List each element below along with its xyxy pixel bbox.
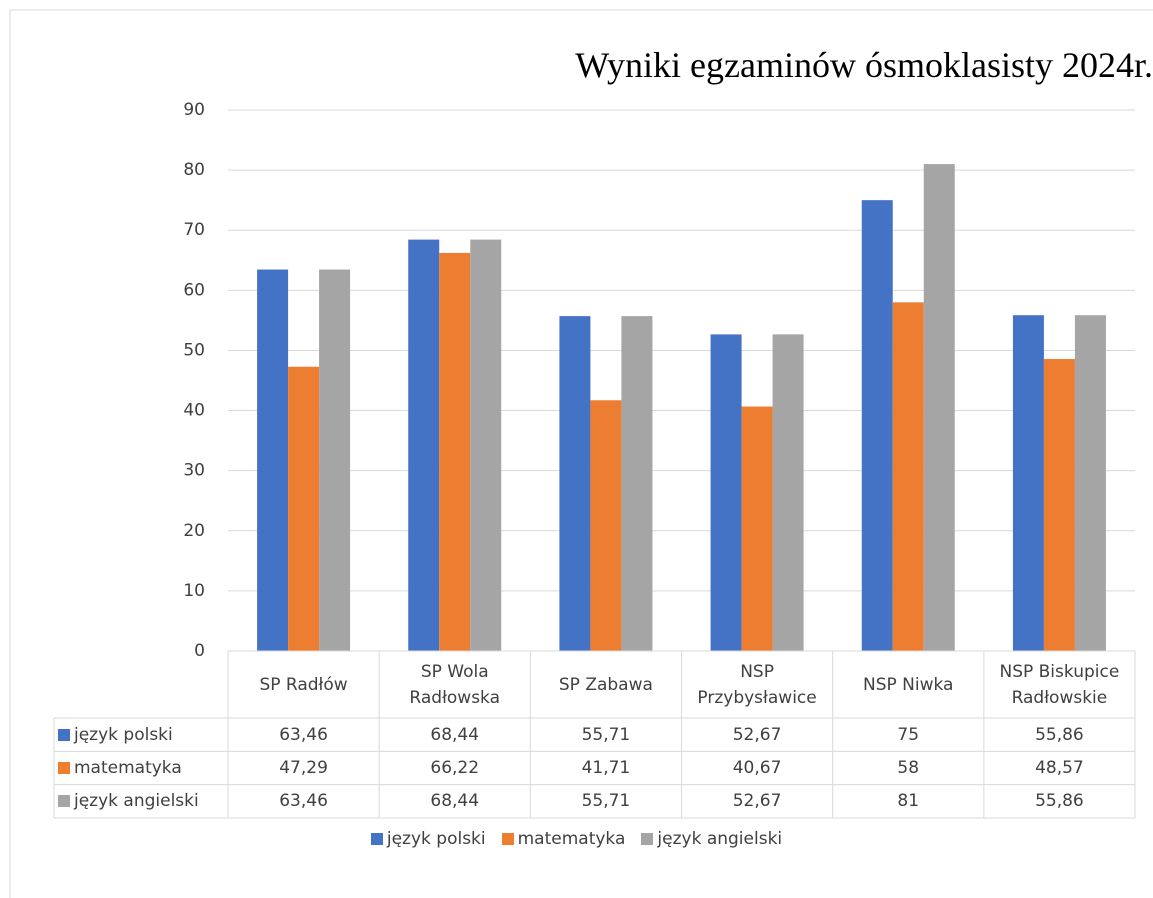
bar [1043, 359, 1075, 651]
bar [590, 400, 622, 651]
bar [923, 164, 955, 651]
bar [288, 366, 320, 651]
table-value: 58 [897, 757, 920, 778]
table-value: 63,46 [279, 791, 328, 812]
bar [319, 269, 351, 651]
chart-title: Wyniki egzaminów ósmoklasisty 2024r. [575, 45, 1153, 85]
bar [741, 406, 773, 651]
legend-label: język polski [386, 829, 486, 849]
legend-swatch [58, 795, 70, 808]
series-name: język polski [74, 724, 173, 745]
table-value: 40,67 [732, 757, 782, 778]
series-name: język angielski [74, 791, 199, 812]
table-value: 52,67 [732, 791, 782, 812]
bar [892, 302, 924, 651]
legend-label: język angielski [657, 829, 783, 849]
y-tick-label: 40 [183, 401, 205, 421]
table-value: 66,22 [430, 757, 480, 778]
y-tick-label: 70 [183, 220, 205, 240]
legend-item: matematyka [501, 829, 626, 849]
y-tick-label: 80 [183, 160, 205, 180]
y-tick-label: 10 [183, 581, 205, 601]
table-value: 48,57 [1035, 757, 1084, 778]
y-tick-label: 20 [183, 521, 205, 541]
bar [710, 334, 742, 651]
table-series-label: język angielski [54, 785, 228, 818]
bar [439, 252, 471, 652]
table-value: 55,71 [581, 791, 631, 812]
bar [408, 239, 440, 651]
table-value: 55,71 [581, 724, 631, 745]
table-value: 68,44 [430, 724, 480, 745]
y-tick-label: 60 [183, 280, 205, 300]
bar [621, 316, 653, 651]
y-tick-label: 90 [183, 100, 205, 120]
legend: język polski matematyka język angielski [0, 829, 1153, 849]
table-value: 68,44 [430, 791, 480, 812]
table-value: 63,46 [279, 724, 328, 745]
category-label: SP Zabawa [558, 674, 653, 695]
table-series-label: matematyka [54, 751, 228, 784]
legend-item: język polski [370, 829, 486, 849]
y-tick-label: 50 [183, 340, 205, 360]
bar [559, 316, 591, 651]
bar [257, 269, 289, 651]
legend-swatch [501, 833, 514, 845]
legend-label: matematyka [517, 829, 626, 849]
legend-item: język angielski [641, 829, 782, 849]
chart-border [9, 9, 1153, 898]
bar [1012, 315, 1044, 651]
category-label: SP Wola Radłowska [409, 661, 501, 708]
table-value: 47,29 [279, 757, 328, 778]
category-label: SP Radłów [259, 674, 348, 695]
series-name: matematyka [74, 757, 182, 778]
bar [772, 334, 804, 651]
y-tick-label: 0 [194, 641, 205, 661]
table-series-label: język polski [54, 718, 228, 751]
legend-swatch [370, 833, 383, 845]
table-value: 55,86 [1035, 791, 1084, 812]
bar [861, 200, 893, 651]
y-tick-label: 30 [183, 461, 205, 481]
table-value: 52,67 [732, 724, 782, 745]
table-value: 81 [897, 791, 920, 812]
legend-swatch [641, 833, 654, 845]
legend-swatch [58, 728, 70, 741]
bar [470, 239, 502, 651]
category-label: NSP Przybysławice [697, 661, 817, 708]
bar [1074, 315, 1106, 651]
table-value: 75 [897, 724, 920, 745]
category-label: NSP Biskupice Radłowskie [999, 661, 1120, 708]
table-value: 55,86 [1035, 724, 1084, 745]
table-value: 41,71 [581, 757, 631, 778]
category-label: NSP Niwka [862, 674, 954, 695]
legend-swatch [58, 761, 70, 774]
